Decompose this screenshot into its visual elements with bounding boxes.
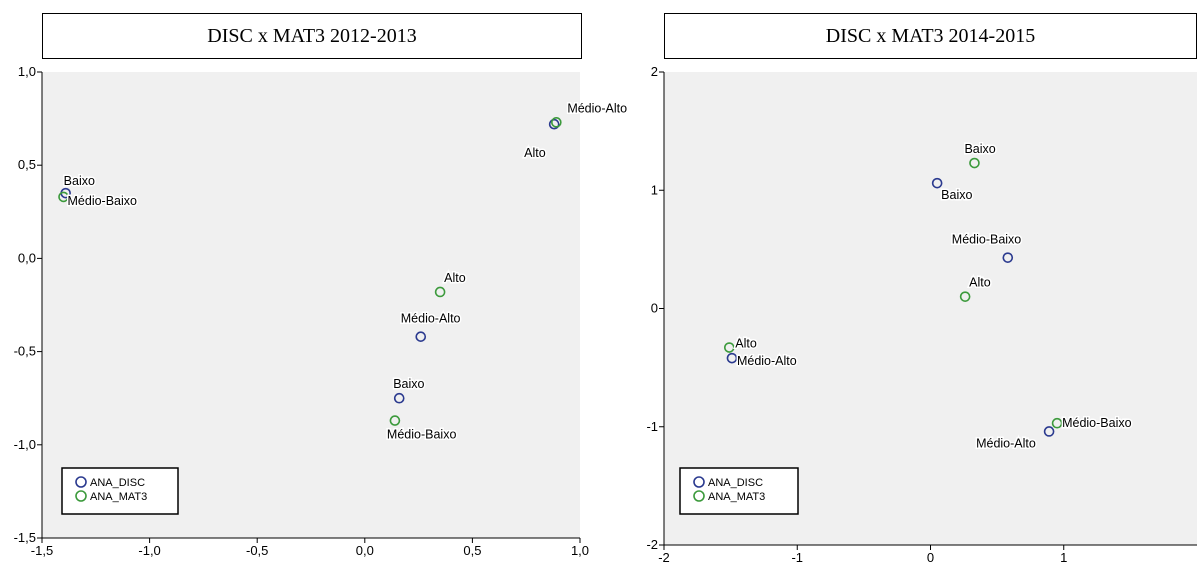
- x-tick-label: 1: [1060, 550, 1067, 564]
- data-label: Médio-Baixo: [68, 194, 138, 208]
- data-label: Médio-Baixo: [387, 428, 457, 442]
- data-point-ana-mat3: [969, 157, 980, 169]
- chart-2-title: DISC x MAT3 2014-2015: [664, 13, 1197, 59]
- data-point-ana-disc: [415, 331, 427, 342]
- data-label: Médio-Baixo: [1062, 416, 1132, 430]
- x-tick-label: 0: [927, 550, 934, 564]
- data-label: Baixo: [393, 377, 424, 391]
- data-point-ana-disc: [548, 118, 560, 130]
- x-tick-label: 0,5: [463, 543, 481, 558]
- data-label: Médio-Alto: [567, 101, 627, 115]
- data-point-ana-disc: [931, 177, 943, 189]
- data-point-ana-disc: [1043, 426, 1055, 437]
- y-tick-label: -1: [646, 419, 658, 434]
- x-tick-label: -2: [658, 550, 670, 564]
- data-point-ana-disc: [1002, 252, 1014, 263]
- x-tick-label: -0,5: [246, 543, 268, 558]
- y-tick-label: -0,5: [14, 344, 36, 359]
- legend-marker: [75, 490, 87, 502]
- legend-marker: [693, 490, 705, 502]
- legend-marker: [75, 476, 87, 488]
- y-tick-label: 0,5: [18, 157, 36, 172]
- data-point-ana-mat3: [434, 286, 446, 298]
- data-point-ana-mat3: [1051, 417, 1063, 429]
- data-label: Médio-Baixo: [952, 233, 1022, 247]
- legend-marker: [693, 476, 705, 488]
- data-label: Baixo: [964, 142, 995, 156]
- legend-entry: ANA_MAT3: [90, 491, 147, 503]
- x-tick-label: 1,0: [571, 543, 589, 558]
- x-tick-label: -1: [791, 550, 803, 564]
- data-label: Médio-Alto: [737, 354, 797, 368]
- x-tick-label: -1,5: [31, 543, 53, 558]
- data-label: Baixo: [64, 174, 95, 188]
- plot-area: [664, 72, 1197, 545]
- data-point-ana-mat3: [551, 117, 562, 128]
- y-tick-label: 0,0: [18, 250, 36, 265]
- legend-entry: ANA_MAT3: [708, 491, 765, 503]
- data-label: Alto: [444, 271, 466, 285]
- data-point-ana-disc: [393, 392, 405, 404]
- legend-entry: ANA_DISC: [708, 477, 763, 489]
- data-point-ana-mat3: [959, 291, 971, 302]
- data-point-ana-mat3: [58, 191, 69, 203]
- data-label: Baixo: [941, 188, 972, 202]
- y-tick-label: -1,5: [14, 530, 36, 545]
- y-tick-label: 2: [651, 64, 658, 79]
- legend: ANA_DISC ANA_MAT3: [61, 467, 179, 515]
- data-label: Alto: [524, 146, 546, 160]
- legend-entry: ANA_DISC: [90, 477, 145, 489]
- legend: ANA_DISC ANA_MAT3: [679, 467, 799, 515]
- data-label: Médio-Alto: [976, 436, 1036, 450]
- plot-area: [42, 72, 580, 538]
- y-tick-label: 1: [651, 182, 658, 197]
- data-label: Alto: [735, 337, 757, 351]
- y-tick-label: -2: [646, 537, 658, 552]
- y-tick-label: -1,0: [14, 437, 36, 452]
- y-tick-label: 1,0: [18, 64, 36, 79]
- data-label: Alto: [969, 276, 991, 290]
- y-tick-label: 0: [651, 301, 658, 316]
- x-tick-label: -1,0: [138, 543, 160, 558]
- data-label: Médio-Alto: [401, 312, 461, 326]
- chart-2: 2 1 0 -1 -2-2 -1 0 1 Baixo Médio-Baixo Médio-Alto M…: [646, 64, 1197, 564]
- x-tick-label: 0,0: [356, 543, 374, 558]
- chart-1-title: DISC x MAT3 2012-2013: [42, 13, 582, 59]
- chart-1: 1,0 0,5 0,0 -0,5 -1,0 -1,5-1,5 -1,0 -0,5 0,0 0,5 1…: [14, 64, 629, 558]
- data-point-ana-disc: [726, 352, 738, 364]
- data-point-ana-mat3: [389, 415, 401, 426]
- data-point-ana-mat3: [723, 342, 735, 353]
